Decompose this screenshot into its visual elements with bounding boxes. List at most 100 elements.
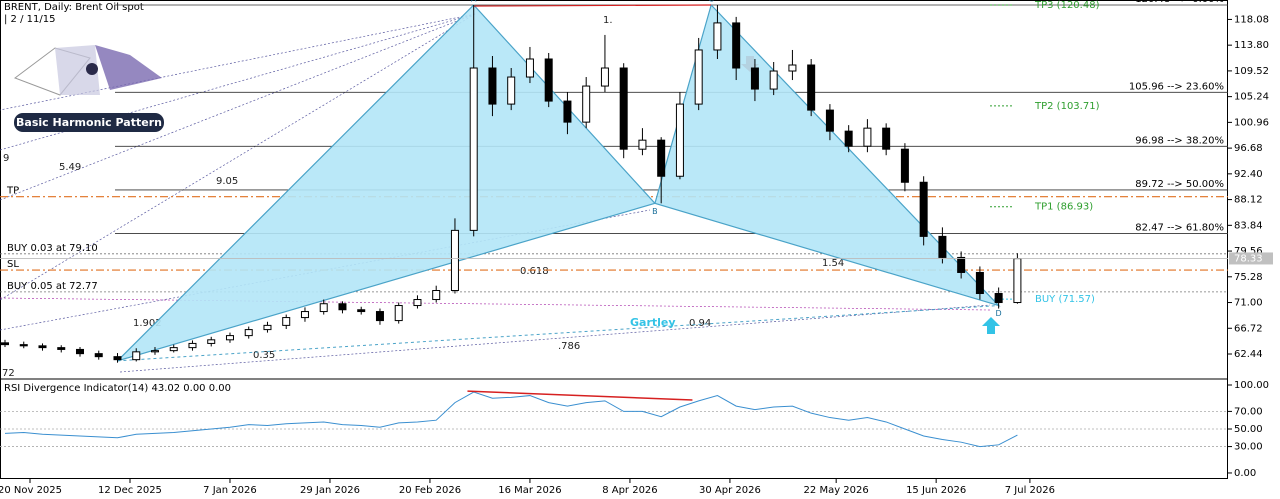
candle-body bbox=[113, 356, 122, 361]
candle-body bbox=[919, 181, 928, 237]
ratio-label: 1.54 bbox=[822, 258, 844, 269]
ratio-label: 1.902 bbox=[133, 318, 162, 329]
pattern-point-label: A bbox=[471, 0, 477, 3]
candle-body bbox=[975, 271, 984, 295]
fib-level-label: 105.96 --> 23.60% bbox=[1129, 81, 1224, 92]
candle-body bbox=[994, 293, 1003, 304]
candle-body bbox=[938, 235, 947, 258]
y-tick-label: 70.00 bbox=[1234, 406, 1263, 417]
divergence-line bbox=[473, 4, 712, 7]
chart-subtitle: | 2 / 11/15 bbox=[4, 14, 55, 25]
candle-body bbox=[600, 67, 609, 87]
candle-body bbox=[882, 127, 891, 150]
y-tick-label: 66.72 bbox=[1234, 323, 1263, 334]
candle-body bbox=[563, 100, 572, 123]
candle-body bbox=[394, 305, 403, 322]
x-tick-label: 22 May 2026 bbox=[804, 485, 869, 496]
candle-body bbox=[357, 309, 366, 313]
candle-body bbox=[1013, 258, 1022, 304]
candle-body bbox=[544, 58, 553, 102]
candle-body bbox=[57, 347, 66, 350]
logo: Basic Harmonic Pattern bbox=[13, 45, 164, 132]
candle-body bbox=[150, 350, 159, 353]
candle-body bbox=[657, 139, 666, 177]
candle-body bbox=[525, 58, 534, 78]
y-tick-label: 100.96 bbox=[1234, 117, 1269, 128]
candle-body bbox=[957, 256, 966, 273]
candle-body bbox=[300, 311, 309, 319]
order-label: BUY 0.05 at 72.77 bbox=[7, 281, 98, 292]
x-tick-label: 30 Apr 2026 bbox=[699, 485, 761, 496]
y-tick-label: 83.84 bbox=[1234, 220, 1263, 231]
target-label: TP3 (120.48) bbox=[1034, 0, 1100, 11]
y-tick-label: 79.56 bbox=[1234, 246, 1263, 257]
x-tick-label: 20 Feb 2026 bbox=[399, 485, 461, 496]
ratio-label: 1. bbox=[603, 15, 613, 26]
chart-title: BRENT, Daily: Brent Oil spot bbox=[4, 2, 144, 13]
candle-body bbox=[94, 353, 103, 358]
candle-body bbox=[825, 109, 834, 132]
order-label: BUY 0.03 at 79.10 bbox=[7, 243, 98, 254]
logo-box bbox=[14, 113, 164, 132]
candle-body bbox=[807, 64, 816, 111]
candle-body bbox=[844, 130, 853, 147]
x-tick-label: 20 Nov 2025 bbox=[0, 485, 62, 496]
pattern-point-label: C bbox=[708, 0, 714, 3]
candle-body bbox=[507, 76, 516, 105]
y-tick-label: 109.52 bbox=[1234, 66, 1269, 77]
candle-body bbox=[732, 22, 741, 69]
candle-body bbox=[713, 22, 722, 51]
ratio-label: 72 bbox=[2, 368, 15, 379]
candle-body bbox=[582, 85, 591, 123]
candle-body bbox=[450, 229, 459, 292]
x-tick-label: 29 Jan 2026 bbox=[300, 485, 360, 496]
candle-body bbox=[207, 339, 216, 344]
fan-line bbox=[0, 13, 476, 111]
last-price-box bbox=[1229, 252, 1273, 265]
fan-line bbox=[0, 297, 991, 311]
indicator-title: RSI Divergence Indicator(14) 43.02 0.00 … bbox=[4, 383, 231, 394]
x-tick-label: 15 Jun 2026 bbox=[906, 485, 966, 496]
candle-body bbox=[19, 344, 28, 347]
candle-body bbox=[38, 345, 47, 349]
x-tick-label: 8 Apr 2026 bbox=[602, 485, 657, 496]
candle-body bbox=[488, 67, 497, 105]
plot-frame bbox=[0, 0, 1228, 479]
fib-level-label: 120.48 --> 0.00% bbox=[1135, 0, 1224, 5]
candle-body bbox=[338, 303, 347, 311]
fan-line bbox=[119, 304, 991, 373]
candle-body bbox=[188, 342, 197, 349]
candle-body bbox=[432, 290, 441, 301]
y-tick-label: 0.00 bbox=[1234, 468, 1256, 479]
target-label: BUY (71.57) bbox=[1035, 294, 1095, 305]
x-tick-label: 16 Mar 2026 bbox=[498, 485, 561, 496]
y-tick-label: 30.00 bbox=[1234, 442, 1263, 453]
y-tick-label: 100.00 bbox=[1234, 380, 1269, 391]
rsi-divergence bbox=[467, 390, 693, 401]
candle-body bbox=[788, 64, 797, 72]
buy-arrow bbox=[982, 317, 1000, 334]
logo-text: Basic Harmonic Pattern bbox=[16, 116, 162, 129]
candle-body bbox=[169, 347, 178, 352]
ratio-label: 0.35 bbox=[253, 350, 275, 361]
candle-body bbox=[900, 148, 909, 183]
candle-body bbox=[263, 324, 272, 331]
last-price-label: 78.33 bbox=[1234, 253, 1263, 264]
fib-level-label: 96.98 --> 38.20% bbox=[1135, 135, 1224, 146]
candle-body bbox=[225, 335, 234, 341]
logo-shape bbox=[95, 45, 162, 90]
candle-body bbox=[675, 103, 684, 177]
ratio-label: 5.49 bbox=[59, 162, 81, 173]
ratio-label: 0.94 bbox=[689, 318, 711, 329]
fib-level-label: 82.47 --> 61.80% bbox=[1135, 223, 1224, 234]
stop-label: TP bbox=[6, 186, 19, 197]
fan-line bbox=[0, 13, 476, 301]
rsi-line bbox=[4, 391, 1018, 448]
candle-body bbox=[75, 348, 84, 355]
candle-body bbox=[619, 67, 628, 150]
fib-level-label: 89.72 --> 50.00% bbox=[1135, 179, 1224, 190]
x-tick-label: 7 Jul 2026 bbox=[1005, 485, 1055, 496]
candle-body bbox=[769, 70, 778, 90]
candle-body bbox=[863, 127, 872, 147]
